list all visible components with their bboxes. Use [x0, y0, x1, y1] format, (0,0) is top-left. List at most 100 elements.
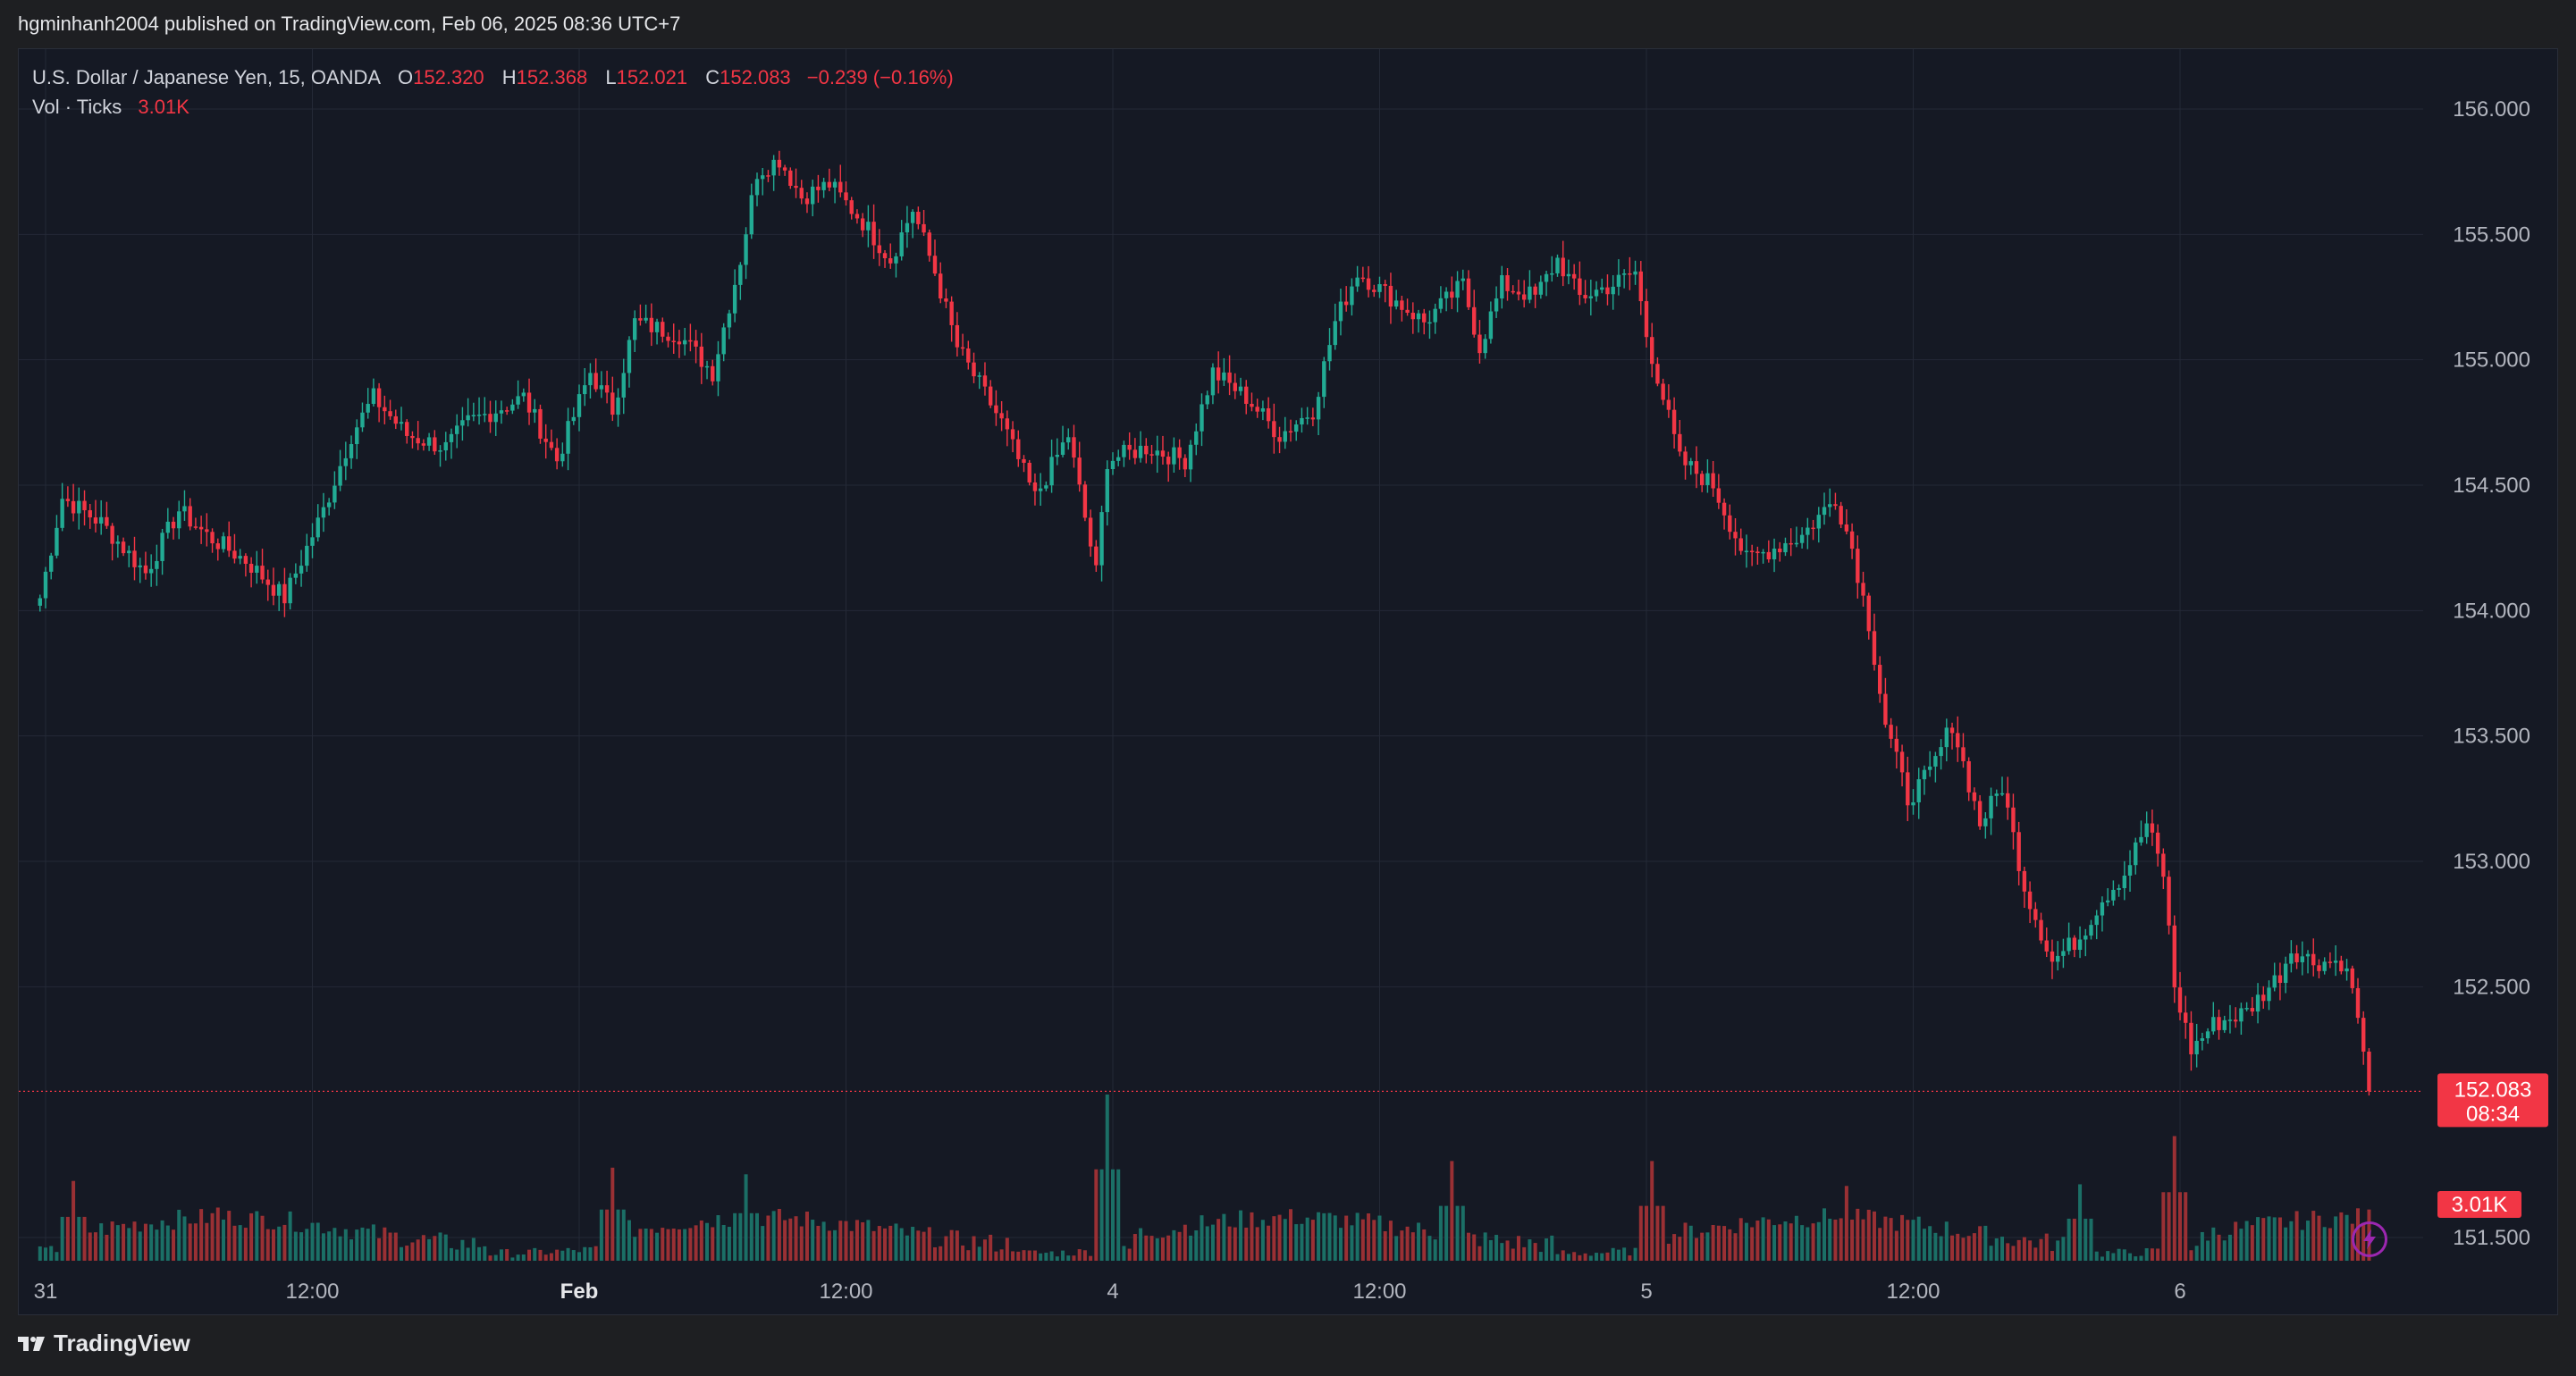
volume-bar	[510, 1257, 515, 1261]
volume-bar	[1816, 1221, 1821, 1261]
volume-bar	[605, 1209, 610, 1261]
candle-body	[910, 212, 915, 223]
volume-bar	[1850, 1219, 1855, 1261]
volume-bar	[1116, 1169, 1121, 1261]
candle-body	[288, 577, 292, 604]
candle-body	[1238, 386, 1243, 391]
symbol-name[interactable]: U.S. Dollar / Japanese Yen, 15, OANDA	[32, 66, 380, 88]
volume-bar	[1616, 1249, 1621, 1261]
volume-bar	[165, 1225, 170, 1261]
volume-bar	[688, 1228, 693, 1261]
volume-bar	[2289, 1221, 2294, 1261]
candle-body	[1833, 504, 1838, 507]
volume-bar	[705, 1222, 710, 1261]
volume-bar	[393, 1232, 398, 1261]
volume-bar	[1661, 1205, 1665, 1261]
candle-body	[143, 565, 148, 574]
volume-bar	[1728, 1229, 1732, 1261]
volume-bar	[1183, 1224, 1187, 1261]
volume-bar	[854, 1220, 859, 1261]
candle-body	[827, 181, 832, 188]
candle-body	[916, 212, 921, 224]
candle-body	[654, 322, 660, 332]
volume-bar	[460, 1239, 465, 1261]
candle-body	[433, 437, 437, 452]
candle-body	[2328, 961, 2333, 963]
candle-body	[610, 392, 615, 415]
candle-body	[944, 298, 948, 302]
candle-body	[1461, 278, 1465, 281]
candle-body	[1388, 285, 1393, 307]
candle-body	[493, 413, 498, 423]
volume-bar	[483, 1246, 487, 1261]
volume-bar	[1394, 1236, 1399, 1261]
volume-bar	[849, 1230, 854, 1261]
volume-bar	[2206, 1240, 2210, 1261]
volume-bar	[1650, 1161, 1654, 1261]
candle-body	[1244, 386, 1249, 404]
volume-bar	[1077, 1249, 1082, 1261]
volume-bar	[999, 1249, 1004, 1261]
volume-bar	[1139, 1228, 1143, 1261]
volume-bar	[733, 1212, 737, 1261]
candle-body	[2100, 902, 2105, 916]
candle-body	[1894, 738, 1899, 752]
candle-body	[2205, 1031, 2210, 1039]
volume-bar	[1538, 1252, 1543, 1261]
high-key: H	[501, 66, 517, 88]
candle-body	[1138, 445, 1143, 458]
candle-body	[766, 175, 770, 177]
volume-bar	[516, 1254, 520, 1261]
lightning-bolt-icon[interactable]	[2352, 1221, 2387, 1257]
volume-bar	[249, 1212, 254, 1261]
volume-bar	[2039, 1238, 2043, 1261]
volume-bar	[1132, 1234, 1137, 1261]
volume-bar	[316, 1222, 320, 1261]
volume-bar	[1528, 1239, 1532, 1261]
chart-panel[interactable]: 156.000 155.500 155.000 154.500 154.000 153.5…	[18, 48, 2558, 1315]
volume-bar	[1566, 1254, 1570, 1261]
volume-bar	[827, 1230, 831, 1261]
volume-bar	[1533, 1243, 1537, 1261]
candle-body	[38, 598, 42, 606]
candle-body	[248, 564, 254, 573]
candle-body	[1916, 779, 1921, 802]
candle-body	[483, 414, 487, 415]
candle-body	[49, 555, 54, 572]
candle-body	[1849, 531, 1855, 550]
candle-body	[1822, 507, 1827, 516]
candle-body	[2184, 1012, 2188, 1023]
candle-body	[1022, 458, 1026, 463]
volume-bar	[1622, 1247, 1627, 1261]
candle-body	[2239, 1008, 2243, 1022]
candle-body	[438, 450, 442, 452]
volume-bar	[1833, 1219, 1838, 1261]
volume-bar	[1939, 1236, 1943, 1261]
volume-bar	[2122, 1249, 2126, 1261]
volume-bar	[1928, 1226, 1932, 1261]
candle-body	[1144, 445, 1149, 455]
volume-bar	[711, 1227, 715, 1261]
volume-bar	[1222, 1213, 1226, 1261]
volume-bar	[538, 1249, 543, 1261]
volume-bar	[2222, 1240, 2227, 1261]
candle-body	[1588, 296, 1594, 298]
volume-bar	[811, 1220, 815, 1261]
volume-bar	[1555, 1254, 1560, 1261]
volume-bar	[2284, 1227, 2288, 1261]
candle-body	[788, 170, 793, 186]
volume-label[interactable]: Vol · Ticks	[32, 96, 122, 118]
candle-body	[165, 521, 171, 533]
volume-bar	[1294, 1224, 1299, 1261]
volume-bar	[1700, 1232, 1705, 1261]
candle-body	[405, 422, 409, 436]
candle-body	[888, 258, 893, 264]
volume-bar	[1305, 1217, 1309, 1261]
volume-bar	[638, 1229, 643, 1261]
candle-body	[1272, 421, 1276, 438]
candle-body	[1583, 295, 1587, 298]
candle-body	[82, 500, 87, 511]
candle-body	[2227, 1019, 2233, 1021]
price-chart[interactable]: 156.000 155.500 155.000 154.500 154.000 153.5…	[19, 49, 2557, 1314]
candle-body	[1688, 461, 1693, 466]
